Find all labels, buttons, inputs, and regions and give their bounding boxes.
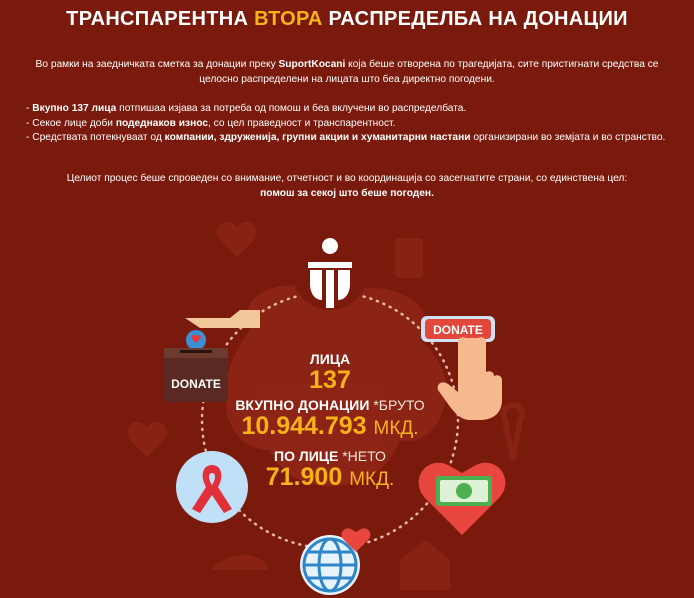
donate-box-icon: DONATE [164, 310, 260, 402]
infographic-graphics: DONATE DONATE [127, 221, 525, 595]
bullet-item: - Средствата потекнуваат од компании, зд… [26, 132, 666, 143]
awareness-ribbon-icon [176, 451, 248, 523]
brand-name: SuportKocani [278, 59, 346, 70]
stats-block: ЛИЦА 137 ВКУПНО ДОНАЦИИ *БРУТО 10.944.79… [200, 351, 460, 493]
donate-box-label: DONATE [171, 377, 221, 391]
bullet-list: - Вкупно 137 лица потпишаа изјава за пот… [26, 102, 668, 146]
persons-value: 137 [309, 366, 351, 394]
donate-button-label: DONATE [433, 323, 483, 337]
organization-logo-icon [292, 234, 368, 310]
bullet-item: - Вкупно 137 лица потпишаа изјава за пот… [26, 103, 467, 114]
page-title: ТРАНСПАРЕНТНА ВТОРА РАСПРЕДЕЛБА НА ДОНАЦ… [66, 8, 628, 30]
globe-heart-icon [300, 528, 371, 595]
donate-button-hand-icon: DONATE [421, 316, 502, 420]
title-highlight: ВТОРА [254, 8, 323, 30]
total-value: 10.944.793 МКД. [241, 412, 419, 440]
total-label: ВКУПНО ДОНАЦИИ *БРУТО [235, 397, 425, 413]
closing-paragraph: Целиот процес беше спроведен со внимание… [66, 173, 628, 199]
intro-paragraph: Во рамки на заедничката сметка за донаци… [35, 59, 659, 85]
per-person-value: 71.900 МКД. [265, 463, 395, 491]
per-person-label: ПО ЛИЦЕ *НЕТО [274, 448, 386, 464]
bullet-item: - Секое лице доби подеднаков износ, со ц… [26, 117, 396, 129]
heart-money-icon [418, 462, 506, 535]
persons-label: ЛИЦА [309, 351, 351, 367]
